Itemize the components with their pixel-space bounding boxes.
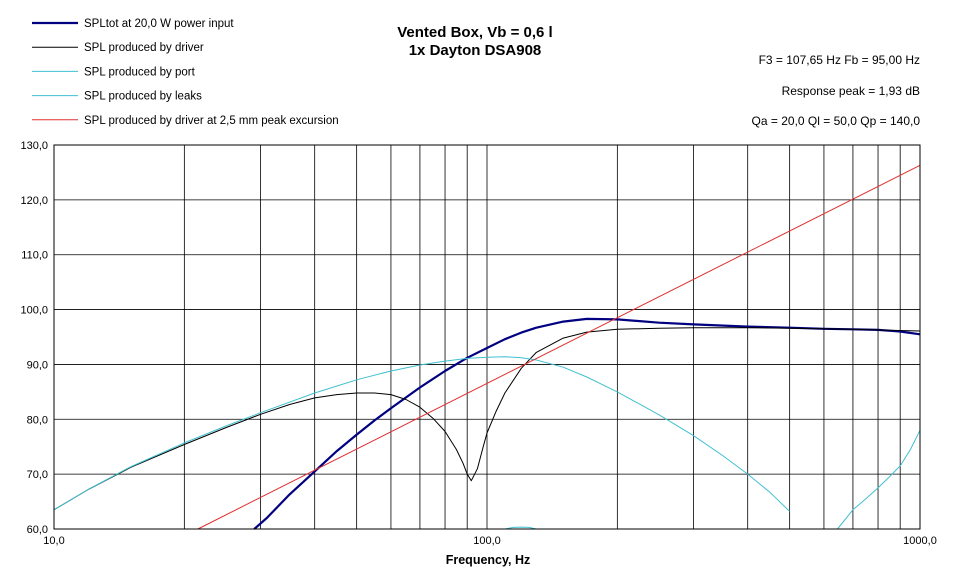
y-tick-label: 120,0 bbox=[20, 195, 48, 207]
series-line-0 bbox=[253, 317, 921, 530]
series-line-4 bbox=[504, 526, 537, 530]
chart-title: Vented Box, Vb = 0,6 l bbox=[397, 24, 552, 41]
legend-label: SPL produced by driver at 2,5 mm peak ex… bbox=[84, 115, 339, 127]
info-q-values: Qa = 20,0 Ql = 50,0 Qp = 140,0 bbox=[752, 114, 921, 128]
x-tick-label: 100,0 bbox=[473, 535, 501, 547]
y-tick-label: 90,0 bbox=[27, 359, 48, 371]
y-tick-label: 60,0 bbox=[27, 524, 48, 536]
legend: SPLtot at 20,0 W power input SPL produced… bbox=[32, 18, 339, 127]
chart-subtitle: 1x Dayton DSA908 bbox=[409, 42, 542, 59]
series-line-3 bbox=[837, 430, 921, 530]
legend-label: SPL produced by leaks bbox=[84, 91, 202, 103]
series-lines bbox=[53, 164, 921, 530]
legend-label: SPL produced by port bbox=[84, 66, 196, 78]
series-line-2 bbox=[53, 356, 791, 512]
grid-lines bbox=[53, 144, 920, 530]
x-tick-label: 10,0 bbox=[43, 535, 64, 547]
y-tick-labels: 60,0 70,0 80,0 90,0 100,0 110,0 120,0 130,0 bbox=[20, 140, 48, 536]
series-line-5 bbox=[197, 164, 921, 530]
x-tick-label: 1000,0 bbox=[903, 535, 937, 547]
y-tick-label: 110,0 bbox=[21, 250, 48, 262]
info-response-peak: Response peak = 1,93 dB bbox=[782, 84, 920, 98]
x-tick-labels: 10,0 100,0 1000,0 bbox=[43, 535, 937, 547]
info-f3-fb: F3 = 107,65 Hz Fb = 95,00 Hz bbox=[759, 53, 920, 67]
series-line-1 bbox=[53, 327, 921, 511]
y-tick-label: 100,0 bbox=[20, 305, 48, 317]
legend-label: SPL produced by driver bbox=[84, 42, 204, 54]
y-tick-label: 130,0 bbox=[20, 140, 48, 152]
x-axis-title: Frequency, Hz bbox=[446, 553, 531, 567]
legend-label: SPLtot at 20,0 W power input bbox=[84, 18, 234, 30]
plot-frame bbox=[53, 144, 921, 530]
y-tick-label: 70,0 bbox=[27, 469, 48, 481]
y-tick-label: 80,0 bbox=[27, 414, 48, 426]
